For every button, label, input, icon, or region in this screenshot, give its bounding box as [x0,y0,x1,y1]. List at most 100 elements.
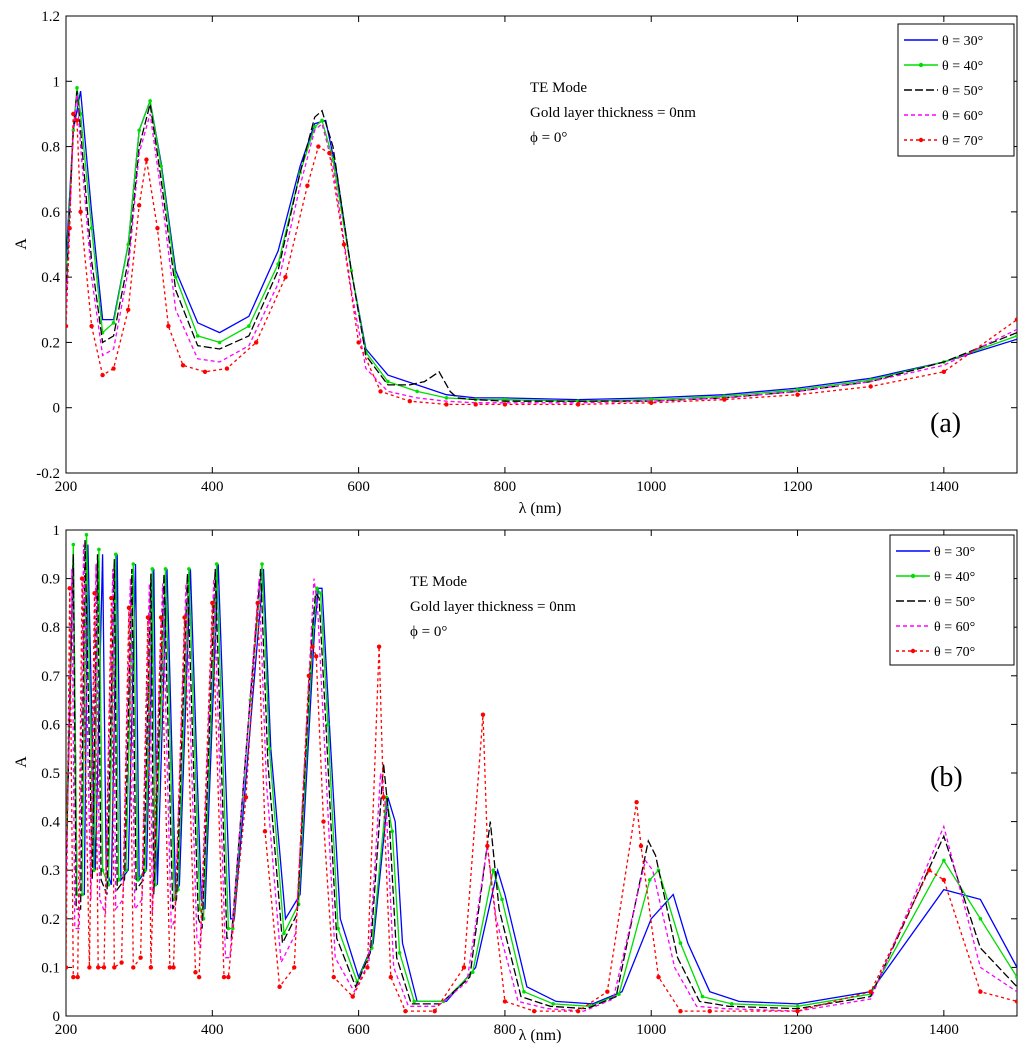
series-line [66,91,1017,402]
data-point [313,654,319,659]
series-line [66,544,1017,1012]
data-point [135,878,140,882]
legend-label: θ = 60° [942,109,983,124]
legend-marker [910,648,916,654]
data-point [397,951,402,955]
data-point [148,965,154,970]
data-point [74,118,80,123]
data-point [656,974,661,980]
data-point [255,600,260,606]
legend-label: θ = 60° [934,620,975,635]
x-tick-label: 1000 [636,1022,666,1038]
data-point [341,242,347,247]
legend-label: θ = 40° [934,570,975,585]
data-point [647,878,652,882]
data-point [480,712,486,717]
panel-b: 200 400 600 800 1000 1200 1400 0 0.1 0.2 0.3 0.4 0.5… [13,523,1018,1044]
data-point [97,547,101,552]
data-point [262,829,268,834]
y-tick-label: 0.6 [41,205,60,221]
axis-ticks-b: 200 400 600 800 1000 1200 1400 0 0.1 0.2 0.3 0.4 0.5… [41,523,1017,1038]
x-tick-label: 600 [347,479,370,495]
series-lines-a [66,86,1017,407]
data-point [461,965,467,970]
y-tick-label: 1 [53,74,61,90]
data-point [978,989,983,994]
data-point [126,605,132,610]
data-point [243,795,249,800]
y-tick-label: 0.1 [41,960,60,976]
data-point [941,369,947,375]
data-point [318,591,323,595]
data-point [649,400,654,406]
data-point [336,926,340,931]
data-point [119,960,124,965]
x-tick-label: 1200 [783,1022,813,1038]
annotation-mode-b: TE Mode [410,574,467,590]
data-point [327,150,332,156]
y-tick-label: 0.4 [41,815,60,831]
data-point [112,965,117,970]
data-point [795,392,800,397]
data-point [254,340,259,345]
data-point [316,144,321,149]
axis-ticks-a: 200 400 600 800 1000 1200 1400 -0.2 0 0.2 0.4 0.6 0.… [36,9,1017,495]
y-tick-label: 0.2 [41,912,60,928]
data-point [167,965,173,970]
data-point [311,625,316,629]
data-point [378,389,383,394]
legend-label: θ = 50° [942,84,983,99]
data-point [196,974,202,980]
data-point [978,917,983,921]
x-axis-label-a: λ (nm) [519,500,562,517]
data-point [125,307,131,312]
annotation-phi-a: ϕ = 0° [530,130,567,146]
x-tick-label: 1200 [783,479,813,495]
data-point [100,868,105,872]
data-point [312,125,317,129]
data-point [137,128,141,133]
series-line [66,87,1017,402]
data-point [310,644,315,649]
data-point [182,615,187,620]
x-tick-label: 800 [494,1022,517,1038]
series-line [66,111,1017,406]
legend-label: θ = 30° [942,34,983,49]
x-tick-label: 1400 [929,1022,959,1038]
y-tick-label: 1 [53,523,61,539]
data-point [71,542,76,547]
data-point [136,203,142,208]
data-point [79,576,85,581]
data-point [927,868,932,873]
x-tick-label: 200 [55,1022,78,1038]
data-point [159,164,163,168]
data-point [321,819,326,824]
data-point [126,242,130,247]
data-point [214,562,219,566]
data-point [71,128,76,133]
data-point [1015,975,1017,979]
panel-a: 200 400 600 800 1000 1200 1400 -0.2 0 0.2 0.4 0.6 0.… [13,9,1018,517]
data-point [403,1008,408,1014]
data-point [89,226,94,230]
legend-a: θ = 30° θ = 40° θ = 50° θ = 60° θ = 70° [897,23,1015,157]
data-point [868,989,873,994]
data-point [722,397,727,402]
data-point [432,1008,437,1014]
legend-marker [918,137,924,143]
data-point [75,974,80,980]
data-point [163,567,168,571]
data-point [678,1008,683,1014]
data-point [180,363,186,368]
legend-label: θ = 40° [942,59,983,74]
data-point [166,323,171,329]
data-point [470,970,475,975]
data-point [87,965,92,970]
data-point [412,999,417,1004]
data-point [144,157,149,162]
data-point [113,552,118,557]
data-point [485,843,490,849]
data-point [649,397,654,402]
y-tick-label: 0 [53,401,61,417]
x-tick-label: 200 [55,479,78,495]
